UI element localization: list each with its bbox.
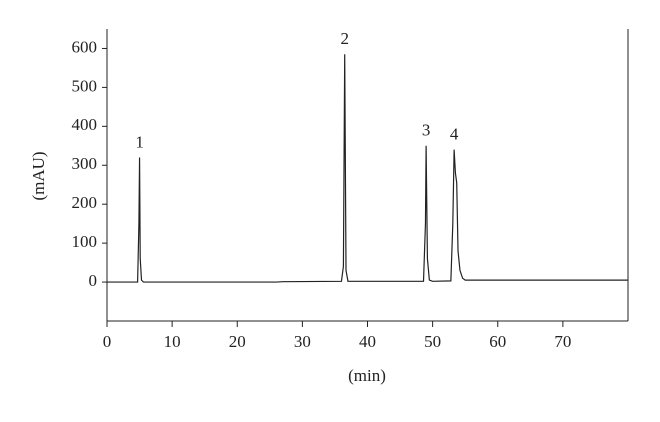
x-axis-label: (min) [348,366,386,385]
peak-label: 4 [450,125,459,144]
x-tick-label: 30 [294,332,311,351]
x-tick-label: 10 [164,332,181,351]
peak-label: 2 [340,29,349,48]
x-tick-label: 40 [359,332,376,351]
x-tick-label: 50 [424,332,441,351]
y-tick-label: 0 [89,271,98,290]
x-tick-label: 70 [554,332,571,351]
y-tick-label: 100 [72,232,98,251]
y-tick-label: 200 [72,193,98,212]
y-tick-label: 500 [72,76,98,95]
y-tick-label: 400 [72,115,98,134]
y-axis-label: (mAU) [29,151,48,200]
x-tick-label: 20 [229,332,246,351]
line [107,54,628,283]
y-tick-label: 300 [72,154,98,173]
peak-label: 3 [422,121,431,140]
y-tick-label: 600 [72,37,98,56]
peak-label: 1 [135,132,144,151]
x-tick-label: 60 [489,332,506,351]
x-tick-label: 0 [103,332,112,351]
